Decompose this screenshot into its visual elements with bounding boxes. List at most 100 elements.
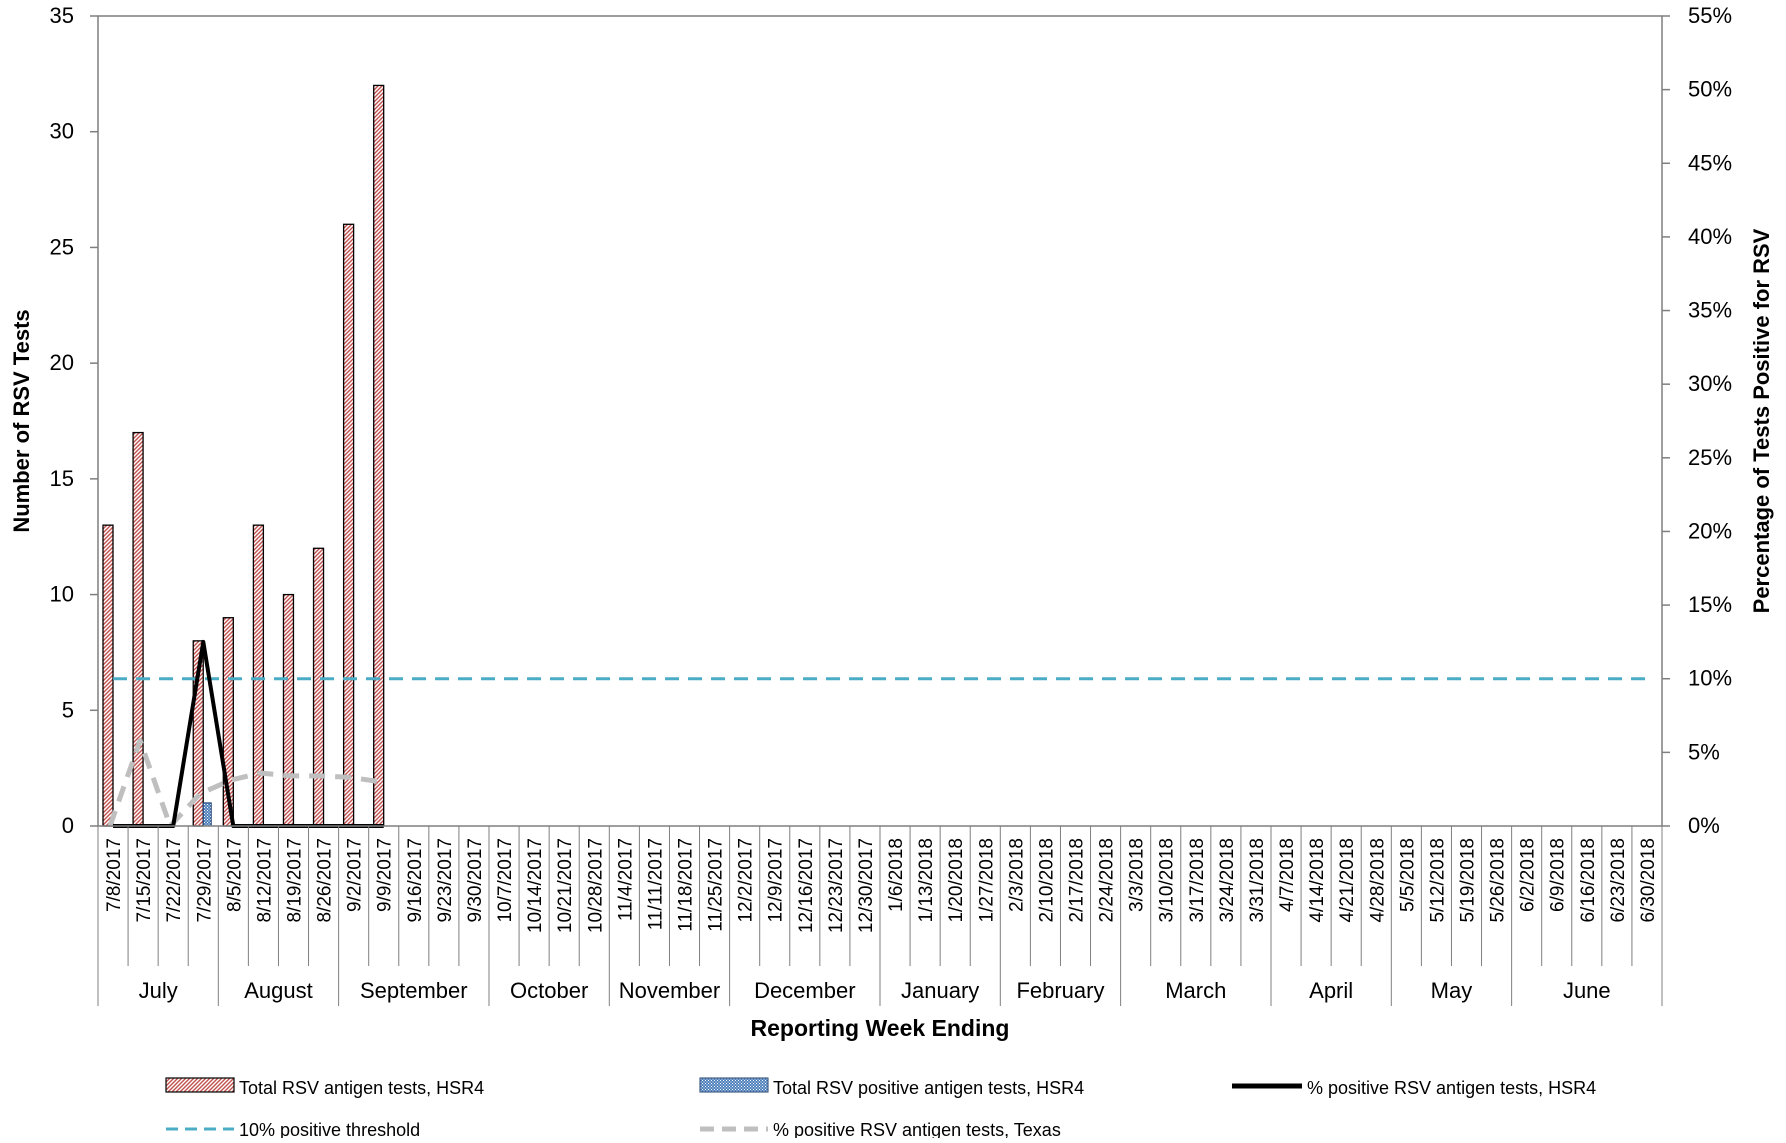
month-label-May: May [1431, 978, 1473, 1003]
week-label-8/12/2017: 8/12/2017 [254, 838, 275, 923]
bar-total-8/19/2017 [282, 593, 295, 827]
week-label-9/9/2017: 9/9/2017 [375, 838, 396, 912]
week-label-4/7/2018: 4/7/2018 [1277, 838, 1298, 912]
line-layer [107, 639, 1647, 829]
week-label-11/11/2017: 11/11/2017 [645, 838, 666, 930]
week-label-8/5/2017: 8/5/2017 [224, 838, 245, 912]
week-label-1/6/2018: 1/6/2018 [886, 838, 907, 912]
week-label-3/31/2018: 3/31/2018 [1247, 838, 1268, 923]
label-layer: 0 5 10 15 20 25 30 35 0% 5% 10% 15% 20% 25% 30% 35% 40% 4… [9, 3, 1774, 1041]
week-label-2/3/2018: 2/3/2018 [1006, 838, 1027, 912]
week-label-10/14/2017: 10/14/2017 [525, 838, 546, 933]
bar-total-9/9/2017 [373, 84, 385, 827]
month-label-October: October [510, 978, 588, 1003]
legend-label-threshold: 10% positive threshold [239, 1120, 420, 1138]
month-label-September: September [360, 978, 468, 1003]
month-label-February: February [1016, 978, 1104, 1003]
y-axis-title: Number of RSV Tests [9, 309, 34, 532]
week-label-9/30/2017: 9/30/2017 [465, 838, 486, 923]
y2-tick-label-3: 15% [1688, 592, 1732, 617]
week-label-2/17/2018: 2/17/2018 [1067, 838, 1088, 923]
week-label-4/14/2018: 4/14/2018 [1307, 838, 1328, 923]
y-tick-label-30: 30 [50, 119, 74, 144]
bar-layer [102, 84, 385, 827]
week-label-5/26/2018: 5/26/2018 [1488, 838, 1509, 923]
week-label-3/24/2018: 3/24/2018 [1217, 838, 1238, 923]
week-label-10/7/2017: 10/7/2017 [495, 838, 516, 923]
month-label-June: June [1563, 978, 1611, 1003]
y2-tick-label-9: 45% [1688, 150, 1732, 175]
week-label-12/9/2017: 12/9/2017 [766, 838, 787, 923]
week-label-12/2/2017: 12/2/2017 [736, 838, 757, 923]
week-label-1/20/2018: 1/20/2018 [946, 838, 967, 923]
week-label-6/30/2018: 6/30/2018 [1638, 838, 1659, 923]
week-label-1/13/2018: 1/13/2018 [916, 838, 937, 923]
week-label-5/19/2018: 5/19/2018 [1458, 838, 1479, 923]
axes-layer [90, 15, 1670, 1006]
week-label-4/28/2018: 4/28/2018 [1367, 838, 1388, 923]
bar-total-8/26/2017 [312, 547, 325, 827]
y2-tick-label-5: 25% [1688, 445, 1732, 470]
month-label-August: August [244, 978, 313, 1003]
week-label-10/21/2017: 10/21/2017 [555, 838, 576, 933]
y-tick-label-10: 10 [50, 582, 74, 607]
y-tick-label-15: 15 [50, 466, 74, 491]
y-tick-label-25: 25 [50, 234, 74, 259]
week-label-1/27/2018: 1/27/2018 [976, 838, 997, 923]
week-label-11/25/2017: 11/25/2017 [706, 838, 727, 932]
plot-frame [97, 15, 1663, 827]
week-label-6/23/2018: 6/23/2018 [1608, 838, 1629, 923]
legend-swatch-total-tests [165, 1077, 235, 1093]
y-tick-label-20: 20 [50, 350, 74, 375]
week-label-8/19/2017: 8/19/2017 [285, 838, 306, 923]
bar-total-9/2/2017 [342, 223, 355, 827]
texas-percent-line [107, 738, 382, 829]
week-label-5/5/2018: 5/5/2018 [1397, 838, 1418, 912]
legend-label-texas-percent: % positive RSV antigen tests, Texas [773, 1120, 1061, 1138]
legend-label-positive-tests: Total RSV positive antigen tests, HSR4 [773, 1078, 1084, 1098]
week-label-8/26/2017: 8/26/2017 [315, 838, 336, 923]
y2-tick-label-1: 5% [1688, 739, 1720, 764]
week-label-9/23/2017: 9/23/2017 [435, 838, 456, 923]
week-label-12/16/2017: 12/16/2017 [796, 838, 817, 933]
y-tick-label-5: 5 [62, 697, 74, 722]
bar-positive-7/29/2017 [202, 802, 212, 827]
week-label-6/16/2018: 6/16/2018 [1578, 838, 1599, 923]
week-label-5/12/2018: 5/12/2018 [1427, 838, 1448, 923]
week-label-3/17/2018: 3/17/2018 [1187, 838, 1208, 923]
legend-swatch-positive-tests [699, 1077, 769, 1093]
month-label-March: March [1165, 978, 1226, 1003]
week-label-6/2/2018: 6/2/2018 [1518, 838, 1539, 912]
y2-axis-title: Percentage of Tests Positive for RSV [1749, 228, 1774, 613]
week-label-7/22/2017: 7/22/2017 [164, 838, 185, 923]
y2-tick-label-6: 30% [1688, 371, 1732, 396]
month-label-April: April [1309, 978, 1353, 1003]
week-label-9/16/2017: 9/16/2017 [405, 838, 426, 923]
week-label-7/15/2017: 7/15/2017 [134, 838, 155, 923]
y2-tick-label-0: 0% [1688, 813, 1720, 838]
legend-label-total-tests: Total RSV antigen tests, HSR4 [239, 1078, 484, 1098]
week-label-2/24/2018: 2/24/2018 [1097, 838, 1118, 923]
y2-tick-label-8: 40% [1688, 224, 1732, 249]
week-label-7/29/2017: 7/29/2017 [194, 838, 215, 923]
y2-tick-label-10: 50% [1688, 77, 1732, 102]
week-label-9/2/2017: 9/2/2017 [345, 838, 366, 912]
week-label-7/8/2017: 7/8/2017 [104, 838, 125, 912]
week-label-11/4/2017: 11/4/2017 [615, 838, 636, 921]
y-tick-label-0: 0 [62, 813, 74, 838]
y2-tick-label-7: 35% [1688, 298, 1732, 323]
week-label-6/9/2018: 6/9/2018 [1548, 838, 1569, 912]
y2-tick-label-2: 10% [1688, 666, 1732, 691]
week-label-12/30/2017: 12/30/2017 [856, 838, 877, 933]
week-label-3/3/2018: 3/3/2018 [1127, 838, 1148, 912]
month-label-July: July [139, 978, 178, 1003]
legend-label-hsr4-percent: % positive RSV antigen tests, HSR4 [1307, 1078, 1596, 1098]
week-label-3/10/2018: 3/10/2018 [1157, 838, 1178, 923]
y2-tick-label-11: 55% [1688, 3, 1732, 28]
week-label-4/21/2018: 4/21/2018 [1337, 838, 1358, 923]
week-label-11/18/2017: 11/18/2017 [676, 838, 697, 932]
y2-tick-label-4: 20% [1688, 518, 1732, 543]
bar-total-8/12/2017 [252, 524, 265, 827]
